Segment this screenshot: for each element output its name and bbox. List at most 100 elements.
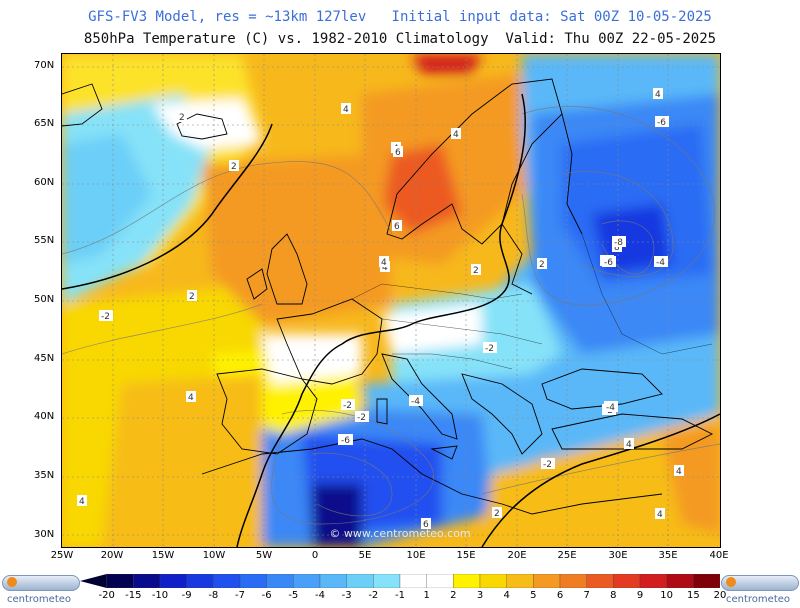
colorbar-swatch bbox=[319, 574, 347, 588]
centrometeo-logo-right: centrometeo bbox=[721, 575, 799, 605]
contour-label-box bbox=[355, 411, 369, 422]
colorbar-tick-label: 6 bbox=[556, 590, 564, 601]
contour-label: 4 bbox=[676, 467, 682, 477]
colorbar-swatch bbox=[266, 574, 294, 588]
contour-label-box bbox=[604, 401, 618, 412]
contour-label-box bbox=[471, 264, 481, 275]
colorbar-swatch bbox=[666, 574, 694, 588]
colorbar-swatch bbox=[293, 574, 321, 588]
contour-label-box bbox=[99, 310, 113, 321]
lat-label-45n: 45N bbox=[34, 353, 55, 364]
contour-label: 4 bbox=[382, 263, 388, 273]
colorbar-tick-label: -9 bbox=[181, 590, 192, 601]
zero-anomaly-contour bbox=[62, 93, 720, 547]
colorbar-tick-label: 4 bbox=[503, 590, 510, 601]
lat-label-35n: 35N bbox=[34, 470, 55, 481]
contour-label: 4 bbox=[188, 393, 194, 403]
contour-label: 6 bbox=[395, 148, 401, 158]
colorbar-swatch bbox=[399, 574, 427, 588]
colorbar-tick-label: -5 bbox=[288, 590, 299, 601]
colorbar-swatch bbox=[346, 574, 374, 588]
colorbar-tick-label: -1 bbox=[395, 590, 405, 601]
colorbar-swatch bbox=[239, 574, 267, 588]
colorbar-tick-label: 1 bbox=[423, 590, 430, 601]
watermark-text: © www.centrometeo.com bbox=[329, 527, 471, 540]
contour-label-box bbox=[451, 128, 461, 139]
logo-sun-icon bbox=[726, 577, 736, 587]
lat-label-40n: 40N bbox=[34, 411, 55, 422]
lon-label-25e: 25E bbox=[557, 550, 577, 561]
contour-label-box bbox=[541, 458, 555, 469]
contour-label-box bbox=[187, 290, 197, 301]
lat-label-30n: 30N bbox=[34, 529, 55, 540]
colorbar-swatch bbox=[613, 574, 641, 588]
colorbar-tick-label: 10 bbox=[660, 590, 674, 601]
graticule bbox=[62, 54, 720, 547]
contour-label: -2 bbox=[485, 344, 494, 354]
colorbar-swatch bbox=[479, 574, 507, 588]
contour-label: -6 bbox=[604, 258, 613, 268]
colorbar-swatch bbox=[639, 574, 667, 588]
colorbar-tick-label: -3 bbox=[341, 590, 352, 601]
contour-label-box bbox=[341, 399, 355, 410]
contour-label-box bbox=[339, 434, 353, 445]
centrometeo-logo-left: centrometeo bbox=[2, 575, 80, 605]
lat-label-60n: 60N bbox=[34, 177, 55, 188]
colorbar-swatch bbox=[453, 574, 481, 588]
anomaly-contours bbox=[62, 106, 720, 525]
lon-label-40e: 40E bbox=[709, 550, 729, 561]
lat-label-65n: 65N bbox=[34, 118, 55, 129]
contour-label: 4 bbox=[655, 90, 661, 100]
contour-label: -2 bbox=[357, 413, 366, 423]
colorbar-swatch bbox=[693, 574, 720, 588]
colorbar-tick-label: 7 bbox=[583, 590, 590, 601]
colorbar bbox=[80, 574, 720, 588]
contour-label: -4 bbox=[411, 397, 420, 407]
colorbar-tick-label: -2 bbox=[368, 590, 379, 601]
colorbar-swatch bbox=[106, 574, 134, 588]
anomaly-field-fills bbox=[62, 54, 720, 547]
contour-label-box bbox=[602, 256, 616, 267]
contour-label: -2 bbox=[543, 460, 552, 470]
colorbar-tick-label: 9 bbox=[636, 590, 644, 601]
lon-label-15w: 15W bbox=[151, 550, 175, 561]
lon-label-35e: 35E bbox=[658, 550, 678, 561]
colorbar-tick-label: 5 bbox=[530, 590, 537, 601]
lon-label-25w: 25W bbox=[50, 550, 74, 561]
contour-label: -8 bbox=[614, 238, 623, 248]
contour-label: -4 bbox=[656, 258, 665, 268]
lat-label-70n: 70N bbox=[34, 60, 55, 71]
colorbar-swatch bbox=[559, 574, 587, 588]
contour-label-box bbox=[655, 508, 665, 519]
lon-label-10e: 10E bbox=[406, 550, 426, 561]
contour-label-box bbox=[341, 103, 351, 114]
temperature-anomaly-map: 224446468422-2-2-2-4-6-4-6-8-6-4-2-2-4-6… bbox=[61, 53, 721, 548]
contour-label-box bbox=[655, 116, 669, 127]
contour-label: -6 bbox=[341, 436, 350, 446]
map-canvas: 224446468422-2-2-2-4-6-4-6-8-6-4-2-2-4-6… bbox=[62, 54, 720, 547]
colorbar-swatch bbox=[186, 574, 214, 588]
contour-label-box bbox=[393, 146, 403, 157]
contour-label-box bbox=[483, 342, 497, 353]
contour-label: -4 bbox=[606, 403, 615, 413]
colorbar-tick-label: -7 bbox=[235, 590, 245, 601]
contour-label-box bbox=[624, 438, 634, 449]
contour-label-box bbox=[492, 507, 502, 518]
contour-label-box bbox=[674, 465, 684, 476]
colorbar-swatch bbox=[426, 574, 454, 588]
colorbar-swatch bbox=[533, 574, 561, 588]
lat-label-50n: 50N bbox=[34, 294, 55, 305]
contour-label: 8 bbox=[614, 243, 620, 253]
contour-label-box bbox=[186, 391, 196, 402]
contour-label-box bbox=[409, 395, 423, 406]
colorbar-tick-label: -4 bbox=[315, 590, 325, 601]
colorbar-swatch bbox=[133, 574, 161, 588]
contour-label-box bbox=[612, 236, 626, 247]
colorbar-tick-label: 15 bbox=[686, 590, 700, 601]
logo-sun-icon bbox=[7, 577, 17, 587]
lon-label-10w: 10W bbox=[202, 550, 226, 561]
contour-label: 2 bbox=[539, 260, 545, 270]
colorbar-swatch bbox=[373, 574, 401, 588]
contour-label: -2 bbox=[101, 312, 110, 322]
colorbar-tick-label: 8 bbox=[610, 590, 617, 601]
